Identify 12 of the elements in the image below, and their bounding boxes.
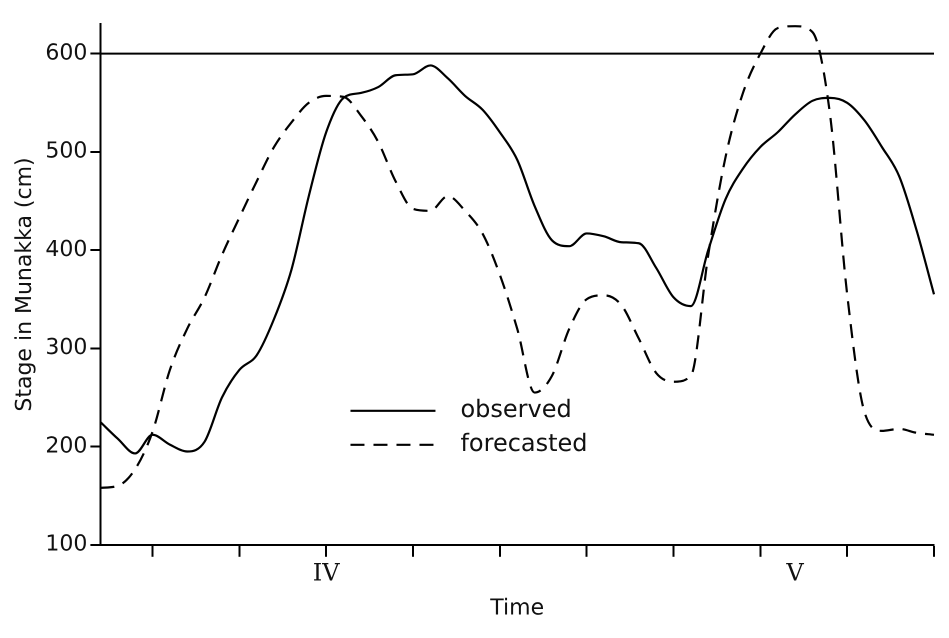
legend-label: forecasted xyxy=(460,429,588,458)
y-tick-label: 100 xyxy=(45,532,88,557)
x-axis-title: Time xyxy=(489,596,544,621)
y-axis-title: Stage in Munakka (cm) xyxy=(12,157,37,412)
y-tick-label: 500 xyxy=(45,138,88,164)
y-tick-label: 300 xyxy=(45,335,88,360)
y-tick-label: 400 xyxy=(45,236,88,262)
x-tick-label: V xyxy=(785,558,804,586)
legend-label: observed xyxy=(460,395,572,424)
x-tick-label: IV xyxy=(312,558,340,586)
y-tick-label: 600 xyxy=(45,40,88,66)
y-tick-label: 200 xyxy=(45,433,88,458)
